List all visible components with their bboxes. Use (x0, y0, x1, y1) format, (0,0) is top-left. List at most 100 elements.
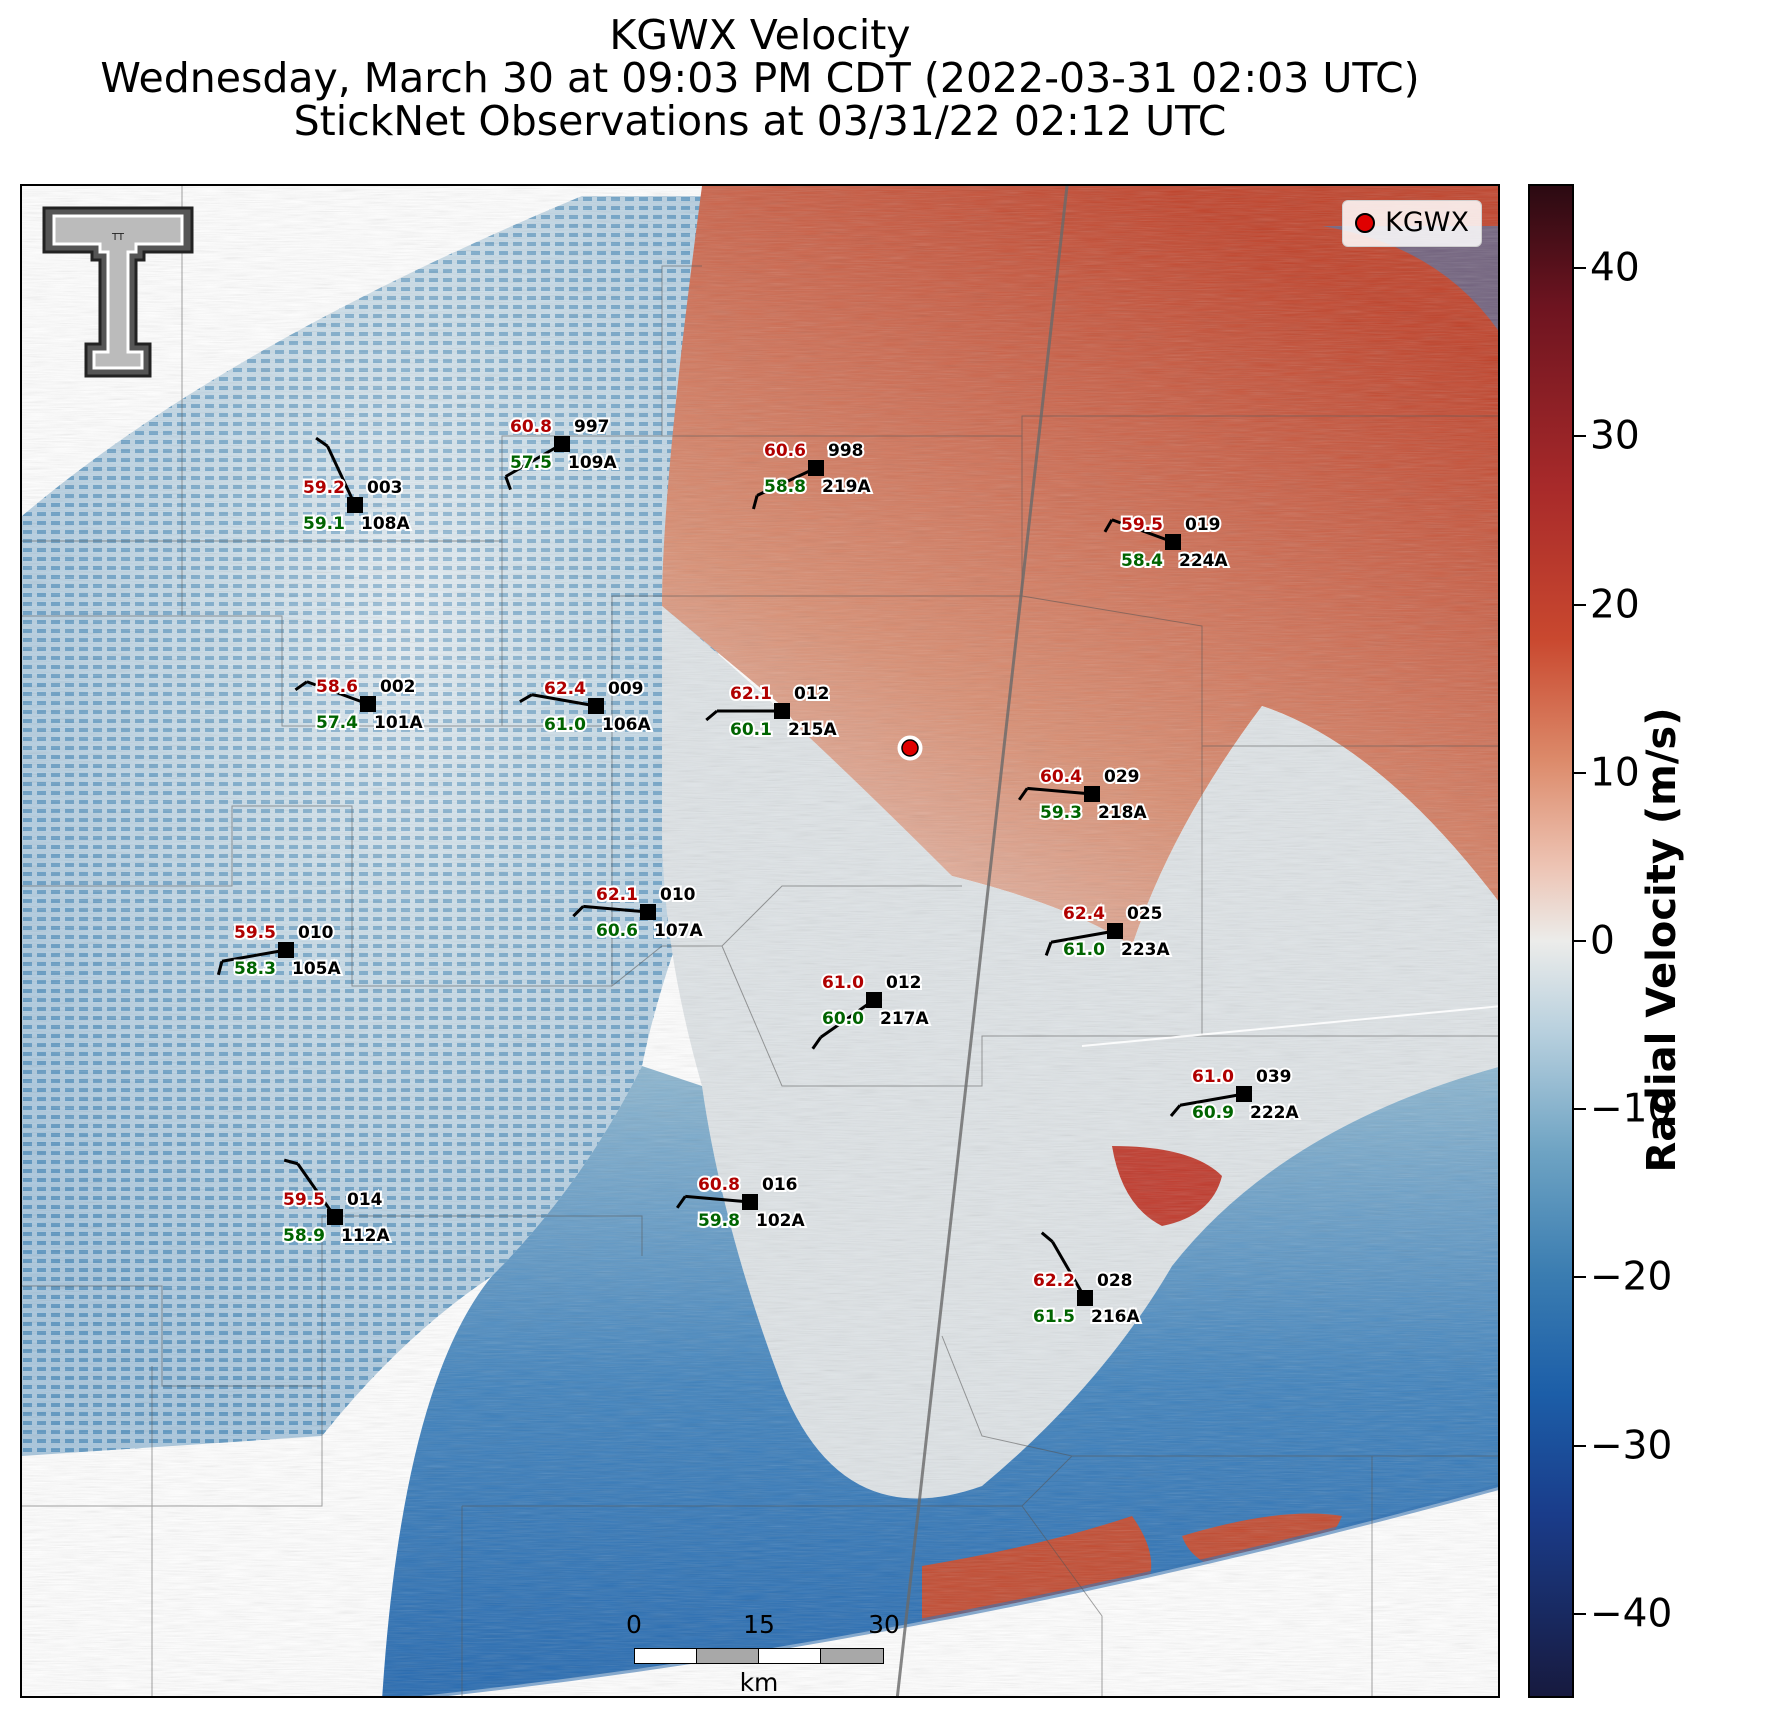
radar-site-legend-icon (1355, 212, 1376, 233)
station-marker (1084, 786, 1100, 802)
radar-map[interactable]: 60.8 997 57.5 109A 60.6 998 58.8 219A 59.2 003 59.… (20, 184, 1500, 1698)
map-legend: KGWX (1342, 200, 1482, 247)
station-id: 014 (347, 1190, 383, 1210)
colorbar-tick-label: −40 (1590, 1591, 1673, 1637)
station-dewpoint: 60.0 (822, 1009, 864, 1029)
station-temperature: 62.1 (730, 684, 772, 704)
colorbar-tick-label: 30 (1590, 413, 1640, 459)
station-plot[interactable] (1044, 923, 1123, 956)
station-plot[interactable] (705, 703, 790, 722)
station-temperature: 62.1 (596, 885, 638, 905)
texas-tech-logo: TT (42, 206, 194, 378)
colorbar-tick-label: −20 (1590, 1254, 1673, 1300)
colorbar-tick-label: −30 (1590, 1423, 1673, 1469)
station-temperature: 62.4 (1063, 904, 1105, 924)
colorbar-tick (1574, 1276, 1586, 1279)
station-plot[interactable] (504, 436, 570, 491)
station-name: 218A (1098, 803, 1147, 823)
station-marker (1165, 534, 1181, 550)
station-name: 217A (880, 1009, 929, 1029)
station-plot[interactable] (519, 693, 604, 714)
station-marker (742, 1194, 758, 1210)
station-marker (327, 1209, 343, 1225)
colorbar-tick (1574, 267, 1586, 270)
county-lines (22, 186, 1498, 1696)
colorbar-tick (1574, 435, 1586, 438)
colorbar-tick (1574, 1444, 1586, 1447)
station-plot[interactable] (572, 904, 656, 920)
station-name: 224A (1179, 551, 1228, 571)
station-temperature: 62.2 (1033, 1271, 1075, 1291)
wind-barb-flag (504, 475, 512, 491)
station-temperature: 61.0 (822, 973, 864, 993)
station-marker (360, 696, 376, 712)
title-line-2: Wednesday, March 30 at 09:03 PM CDT (202… (100, 54, 1420, 102)
station-dewpoint: 58.3 (234, 959, 276, 979)
station-dewpoint: 59.1 (303, 514, 345, 534)
station-marker (640, 904, 656, 920)
station-dewpoint: 57.5 (510, 453, 552, 473)
colorbar-gradient (1528, 184, 1574, 1698)
station-id: 028 (1097, 1271, 1133, 1291)
wind-barb-staff (531, 693, 597, 708)
station-id: 010 (660, 885, 696, 905)
station-name: 216A (1091, 1307, 1140, 1327)
wind-barb-staff (1179, 1092, 1245, 1107)
station-plot[interactable] (1103, 518, 1181, 550)
station-name: 101A (374, 713, 423, 733)
station-plot[interactable] (811, 992, 882, 1050)
station-name: 109A (568, 453, 617, 473)
station-marker (1236, 1086, 1252, 1102)
station-name: 102A (756, 1211, 805, 1231)
wind-barb-flag (752, 495, 759, 510)
station-id: 029 (1104, 767, 1140, 787)
station-plot[interactable] (315, 436, 363, 513)
station-dewpoint: 58.8 (764, 477, 806, 497)
station-name: 223A (1121, 940, 1170, 960)
station-marker (808, 460, 824, 476)
colorbar-tick-label: 0 (1590, 918, 1615, 964)
station-dewpoint: 60.1 (730, 720, 772, 740)
station-plot[interactable] (283, 1158, 343, 1225)
station-name: 107A (654, 921, 703, 941)
station-dewpoint: 57.4 (316, 713, 358, 733)
colorbar-tick-label: 20 (1590, 582, 1640, 628)
wind-barb-flag (1103, 519, 1114, 533)
station-id: 039 (1256, 1067, 1292, 1087)
station-plot[interactable] (216, 942, 294, 976)
station-id: 012 (886, 973, 922, 993)
colorbar-title: Radial Velocity (m/s) (1639, 707, 1685, 1173)
station-plot[interactable] (1169, 1086, 1252, 1117)
colorbar-tick (1574, 771, 1586, 774)
wind-barb-flag (675, 1195, 687, 1209)
station-name: 106A (602, 715, 651, 735)
scale-segment-4 (820, 1648, 884, 1664)
station-name: 219A (822, 477, 871, 497)
wind-barb-flag (705, 709, 718, 722)
station-plot[interactable] (1040, 1231, 1093, 1306)
station-plot[interactable] (1017, 786, 1100, 802)
wind-barb-flag (519, 693, 533, 704)
wind-barb-flag (1169, 1104, 1182, 1117)
wind-barb-staff (326, 445, 357, 506)
station-name: 112A (341, 1226, 390, 1246)
colorbar-tick (1574, 1612, 1586, 1615)
station-temperature: 60.8 (510, 417, 552, 437)
station-plot[interactable] (675, 1194, 758, 1210)
wind-barb-flag (283, 1158, 299, 1166)
station-plot[interactable] (294, 680, 376, 712)
wind-barb-flag (315, 436, 329, 448)
station-marker (774, 703, 790, 719)
station-id: 025 (1127, 904, 1163, 924)
wind-barb-staff (1027, 786, 1093, 796)
station-id: 010 (298, 923, 334, 943)
scale-label-0: 0 (626, 1610, 642, 1639)
station-plot[interactable] (752, 460, 824, 510)
svg-text:TT: TT (111, 232, 125, 243)
wind-barb-staff (296, 1162, 337, 1218)
wind-barb-flag (1044, 941, 1053, 956)
colorbar-tick (1574, 603, 1586, 606)
station-temperature: 61.0 (1192, 1067, 1234, 1087)
wind-barb-staff (1111, 518, 1174, 544)
scale-label-30: 30 (868, 1610, 900, 1639)
